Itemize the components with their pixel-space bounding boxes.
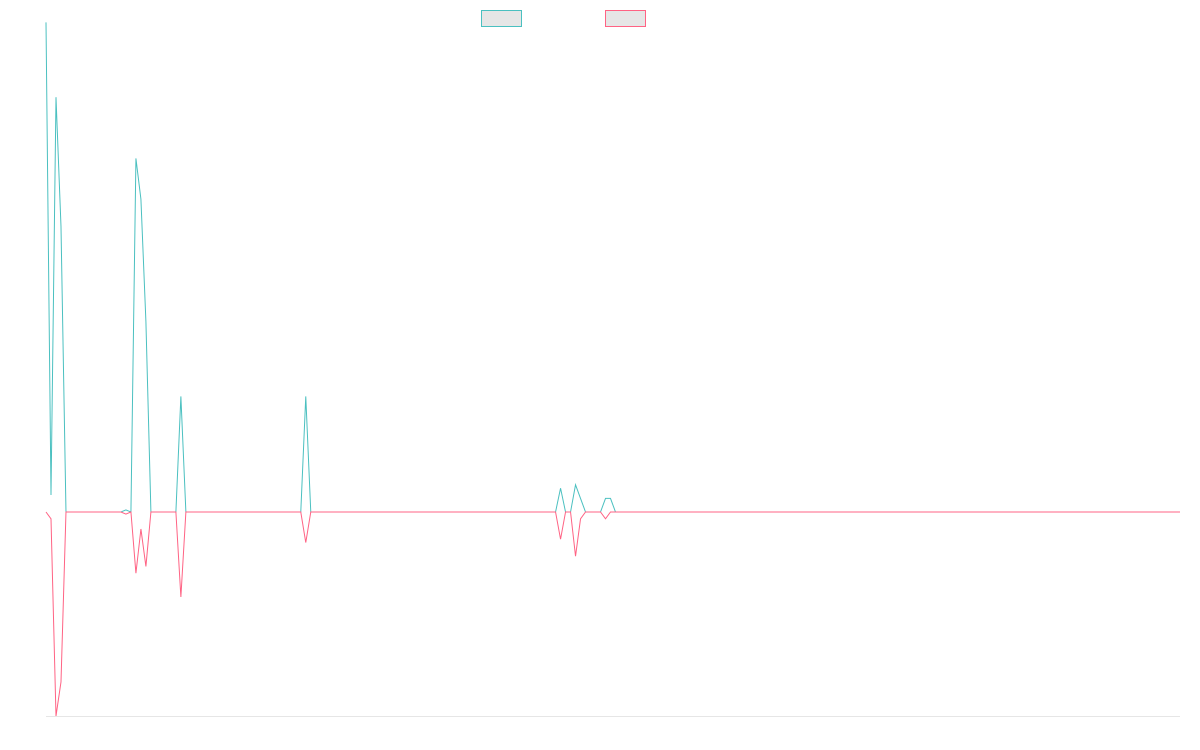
legend-swatch-series-2[interactable] [605,10,646,27]
series-line-1 [45,22,1180,513]
legend-swatch-series-1[interactable] [481,10,522,27]
plot-area [45,22,1180,717]
series-line-2 [45,511,1180,717]
legend [481,10,646,27]
